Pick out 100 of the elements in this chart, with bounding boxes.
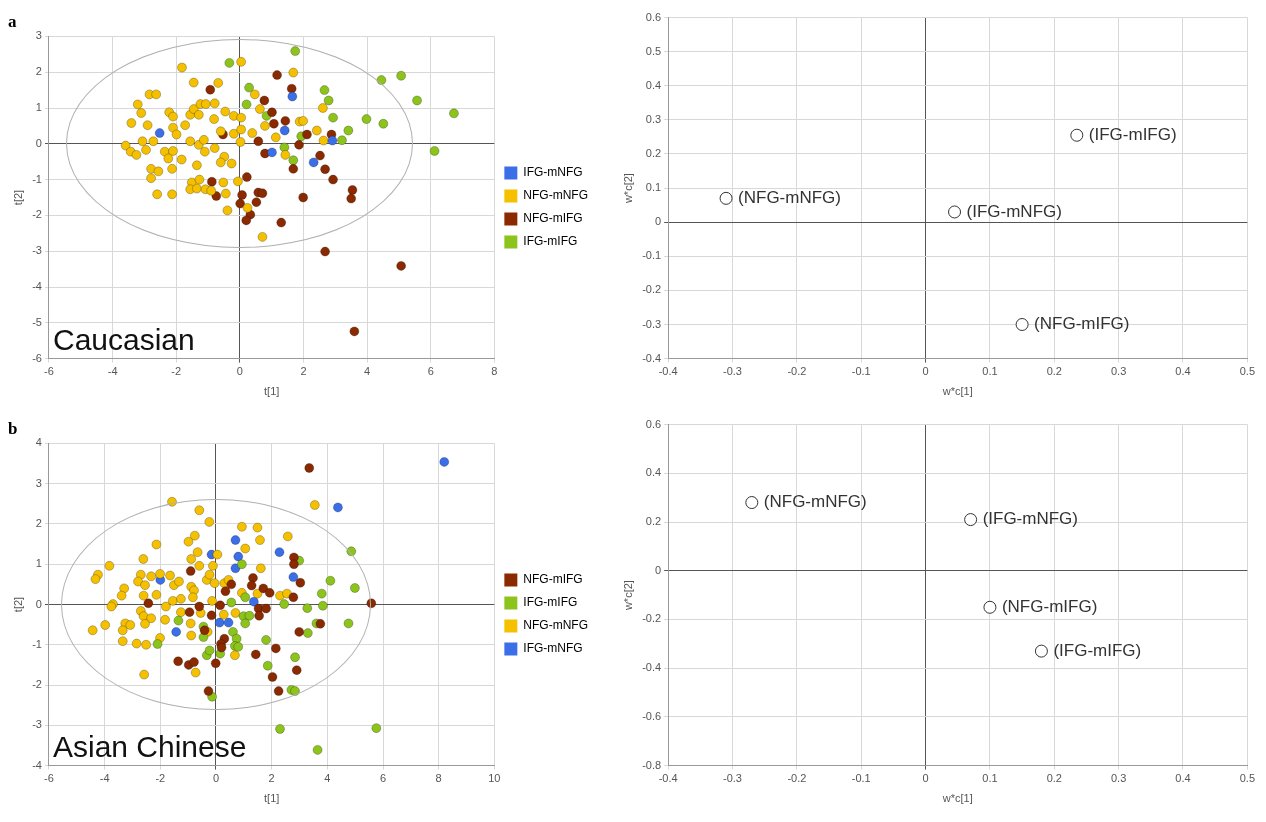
x-axis-title: t[1]: [264, 792, 280, 805]
x-tick-label: -4: [107, 365, 118, 378]
x-tick-label: 0.3: [1110, 365, 1127, 378]
y-tick-label: -0.2: [642, 283, 662, 296]
y-tick-label: -0.3: [642, 317, 662, 330]
y-tick-label: 0: [655, 563, 662, 576]
y-tick-label: -0.6: [642, 709, 662, 722]
legend-label: NFG-mIFG: [523, 572, 583, 587]
x-tick-label: -0.1: [851, 365, 871, 378]
x-tick-label: -0.2: [787, 365, 807, 378]
y-tick-label: 0: [35, 136, 42, 149]
annotation: Caucasian: [52, 322, 195, 356]
x-tick-label: 0.2: [1046, 365, 1062, 378]
x-axis-title: w*c[1]: [941, 792, 973, 805]
series-label: (IFG-mIFG): [1088, 124, 1177, 144]
y-tick-label: 0.2: [645, 147, 662, 160]
x-tick-label: 6: [427, 365, 434, 378]
y-tick-label: 0.4: [645, 466, 662, 479]
chart-title: a: [8, 11, 17, 31]
y-tick-label: -0.2: [642, 612, 662, 625]
x-tick-label: 4: [364, 365, 371, 378]
legend-label: IFG-mIFG: [523, 595, 578, 610]
x-tick-label: 0.2: [1046, 772, 1062, 785]
y-axis-title: t[2]: [11, 189, 24, 206]
x-tick-label: -6: [44, 772, 54, 785]
y-tick-label: -0.4: [642, 351, 662, 364]
y-tick-label: -4: [32, 758, 42, 771]
y-tick-label: 0.1: [645, 181, 662, 194]
x-tick-label: 0.4: [1175, 365, 1191, 378]
x-tick-label: 0: [212, 772, 220, 785]
x-tick-label: 0.1: [982, 772, 998, 785]
y-tick-label: 0.2: [645, 515, 662, 528]
x-tick-label: 0.5: [1239, 365, 1255, 378]
x-tick-label: 2: [300, 365, 307, 378]
series-label: (IFG-mIFG): [1053, 640, 1142, 660]
y-tick-label: -0.1: [642, 249, 662, 262]
series-label: (IFG-mNFG): [982, 509, 1078, 529]
y-tick-label: -3: [32, 718, 42, 731]
legend-label: IFG-mNFG: [523, 165, 583, 180]
y-tick-label: 0.5: [645, 44, 662, 57]
series-label: (NFG-mNFG): [738, 188, 841, 208]
y-tick-label: -3: [32, 244, 42, 257]
y-axis-title: t[2]: [11, 596, 24, 613]
legend-label: IFG-mNFG: [523, 641, 583, 656]
x-axis-title: w*c[1]: [941, 385, 973, 398]
x-tick-label: -0.1: [851, 772, 871, 785]
x-tick-label: 0: [236, 365, 243, 378]
y-tick-label: 0.4: [645, 78, 662, 91]
y-axis-title: w*c[2]: [621, 173, 634, 205]
y-tick-label: -6: [32, 351, 42, 364]
y-tick-label: -0.4: [642, 661, 662, 674]
x-tick-label: 8: [435, 772, 442, 785]
y-tick-label: 0.3: [645, 112, 662, 125]
y-tick-label: -1: [32, 637, 42, 650]
legend-label: NFG-mIFG: [523, 211, 583, 226]
y-tick-label: 1: [35, 557, 42, 570]
y-tick-label: 0.6: [645, 417, 662, 430]
legend-label: NFG-mNFG: [523, 188, 588, 203]
y-tick-label: 1: [35, 101, 42, 114]
series-label: (NFG-mNFG): [763, 492, 867, 512]
y-tick-label: 2: [35, 65, 42, 78]
x-tick-label: 0.4: [1175, 772, 1191, 785]
x-tick-label: 8: [491, 365, 498, 378]
x-tick-label: -2: [155, 772, 166, 785]
y-tick-label: 0.6: [645, 10, 662, 23]
y-tick-label: 0: [655, 215, 662, 228]
y-tick-label: -5: [32, 315, 42, 328]
x-tick-label: 4: [324, 772, 331, 785]
x-tick-label: 0: [922, 365, 929, 378]
series-label: (NFG-mIFG): [1034, 314, 1130, 334]
legend-label: IFG-mIFG: [523, 234, 578, 249]
y-tick-label: 3: [35, 29, 42, 42]
x-tick-label: -2: [171, 365, 182, 378]
x-tick-label: 0.1: [982, 365, 998, 378]
y-tick-label: 3: [35, 476, 42, 489]
y-tick-label: 2: [35, 516, 42, 529]
series-label: (NFG-mIFG): [1001, 596, 1098, 616]
x-tick-label: 2: [268, 772, 275, 785]
y-tick-label: 4: [35, 436, 42, 449]
x-tick-label: 10: [488, 772, 501, 785]
y-tick-label: -1: [32, 172, 42, 185]
y-tick-label: -4: [32, 280, 42, 293]
x-axis-title: t[1]: [264, 385, 280, 398]
legend-label: NFG-mNFG: [523, 618, 588, 633]
y-tick-label: -2: [32, 678, 42, 691]
chart-title: b: [8, 418, 18, 438]
y-tick-label: 0: [35, 597, 42, 610]
x-tick-label: -0.3: [723, 772, 742, 785]
x-tick-label: 0: [922, 772, 929, 785]
y-tick-label: -2: [32, 208, 42, 221]
x-tick-label: -6: [44, 365, 54, 378]
y-axis-title: w*c[2]: [621, 580, 634, 612]
x-tick-label: -0.3: [723, 365, 742, 378]
x-tick-label: -4: [99, 772, 110, 785]
x-tick-label: 0.5: [1239, 772, 1255, 785]
y-tick-label: -0.8: [642, 758, 662, 771]
x-tick-label: -0.2: [787, 772, 807, 785]
x-tick-label: 6: [379, 772, 387, 785]
x-tick-label: 0.3: [1110, 772, 1127, 785]
series-label: (IFG-mNFG): [966, 201, 1062, 221]
